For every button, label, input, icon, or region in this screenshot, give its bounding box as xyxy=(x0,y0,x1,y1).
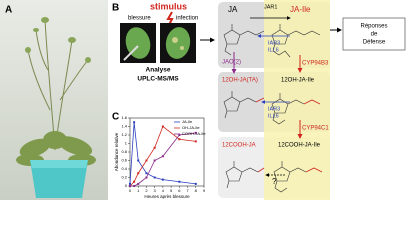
enzyme-label: CYP94B3 xyxy=(302,61,329,67)
x-tick-label: 0 xyxy=(129,188,132,193)
x-tick-label: 1 xyxy=(137,188,140,193)
node-label: 12COOH-JA xyxy=(222,143,256,149)
data-point xyxy=(178,138,181,141)
analysis-label: UPLC-MS/MS xyxy=(137,76,179,83)
node-label: JA-Ile xyxy=(290,5,311,14)
panel-label: C xyxy=(112,112,119,123)
enzyme-label: IAR3 xyxy=(268,106,280,112)
y-tick-label: 0.6 xyxy=(121,158,127,163)
enzyme-label: JAO(2) xyxy=(222,60,241,66)
y-axis-label: Abondance relative xyxy=(114,132,119,171)
data-point xyxy=(194,140,197,143)
y-tick-label: 0.2 xyxy=(121,175,127,180)
x-tick-label: 9 xyxy=(203,188,206,193)
data-point xyxy=(133,180,136,183)
x-tick-label: 4 xyxy=(162,188,165,193)
infection-label: infection xyxy=(176,16,198,22)
node-label: 12OH-JA-Ile xyxy=(281,78,315,84)
x-tick-label: 3 xyxy=(154,188,157,193)
data-point xyxy=(153,176,156,179)
data-point xyxy=(145,176,148,179)
panel-label: B xyxy=(112,3,119,14)
enzyme-label: ILL6 xyxy=(268,113,279,119)
figure: A B stimulus blessure infection Analyse … xyxy=(0,0,406,200)
x-tick-label: 7 xyxy=(186,188,189,193)
data-point xyxy=(145,172,148,175)
enzyme-label: IAR3 xyxy=(268,40,280,46)
x-tick-label: 6 xyxy=(178,188,181,193)
data-point xyxy=(153,159,156,162)
series-line xyxy=(130,132,196,187)
legend-label: JA-Ile xyxy=(182,119,193,124)
response-label: Défense xyxy=(363,40,386,46)
plant-photo xyxy=(0,0,108,200)
y-tick-label: 1 xyxy=(125,141,128,146)
response-label: de xyxy=(371,32,378,38)
data-point xyxy=(161,155,164,158)
data-point xyxy=(153,146,156,149)
data-point xyxy=(161,178,164,181)
data-point xyxy=(137,172,140,175)
data-point xyxy=(137,182,140,185)
x-tick-label: 2 xyxy=(145,188,148,193)
enzyme-label: JAR1 xyxy=(264,4,277,10)
y-tick-label: 1.6 xyxy=(121,115,127,120)
data-point xyxy=(133,121,136,124)
y-tick-label: 0.4 xyxy=(121,166,127,171)
x-tick-label: 5 xyxy=(170,188,173,193)
series-line xyxy=(129,122,196,185)
data-point xyxy=(129,185,131,187)
page: A B stimulus blessure infection Analyse … xyxy=(0,0,406,200)
data-point xyxy=(137,159,140,162)
legend-label: COOH-JA-Ile xyxy=(182,131,206,136)
enzyme-label: ILL6 xyxy=(268,47,279,53)
enzyme-label: CYP94C1 xyxy=(302,126,329,132)
response-label: Réponses xyxy=(360,24,387,30)
structures xyxy=(223,24,323,193)
series-line xyxy=(129,125,196,187)
node-label: JA xyxy=(228,5,238,14)
chart: 00.20.40.60.811.21.41.60 1 2 3 4 5 6 7 8 9Heures … xyxy=(114,115,206,199)
pathway-arrows xyxy=(231,16,342,177)
stimulus-label: stimulus xyxy=(150,1,187,11)
data-point xyxy=(129,182,131,185)
data-point xyxy=(161,125,164,128)
wound-label: blessure xyxy=(128,16,151,22)
leaf-photos xyxy=(120,23,196,63)
panel-label: A xyxy=(5,5,12,16)
y-tick-label: 0 xyxy=(125,183,128,188)
data-point xyxy=(194,182,197,185)
node-label: 12COOH-JA-Ile xyxy=(278,143,321,149)
data-point xyxy=(178,180,181,183)
y-tick-label: 1.4 xyxy=(121,124,127,129)
data-point xyxy=(194,131,197,134)
data-point xyxy=(133,185,136,187)
x-axis-label: Heures après blessure xyxy=(144,194,190,199)
y-tick-label: 0.8 xyxy=(121,149,127,154)
data-point xyxy=(145,159,148,162)
y-tick-label: 1.2 xyxy=(121,132,127,137)
data-point xyxy=(178,134,181,136)
analysis-label: Analyse xyxy=(146,67,171,74)
x-tick-label: 8 xyxy=(195,188,198,193)
unknown-enzyme: ? xyxy=(272,177,277,186)
node-label: 12OH-JA(TA) xyxy=(222,78,258,84)
legend-label: OH-JA-Ile xyxy=(182,125,200,130)
